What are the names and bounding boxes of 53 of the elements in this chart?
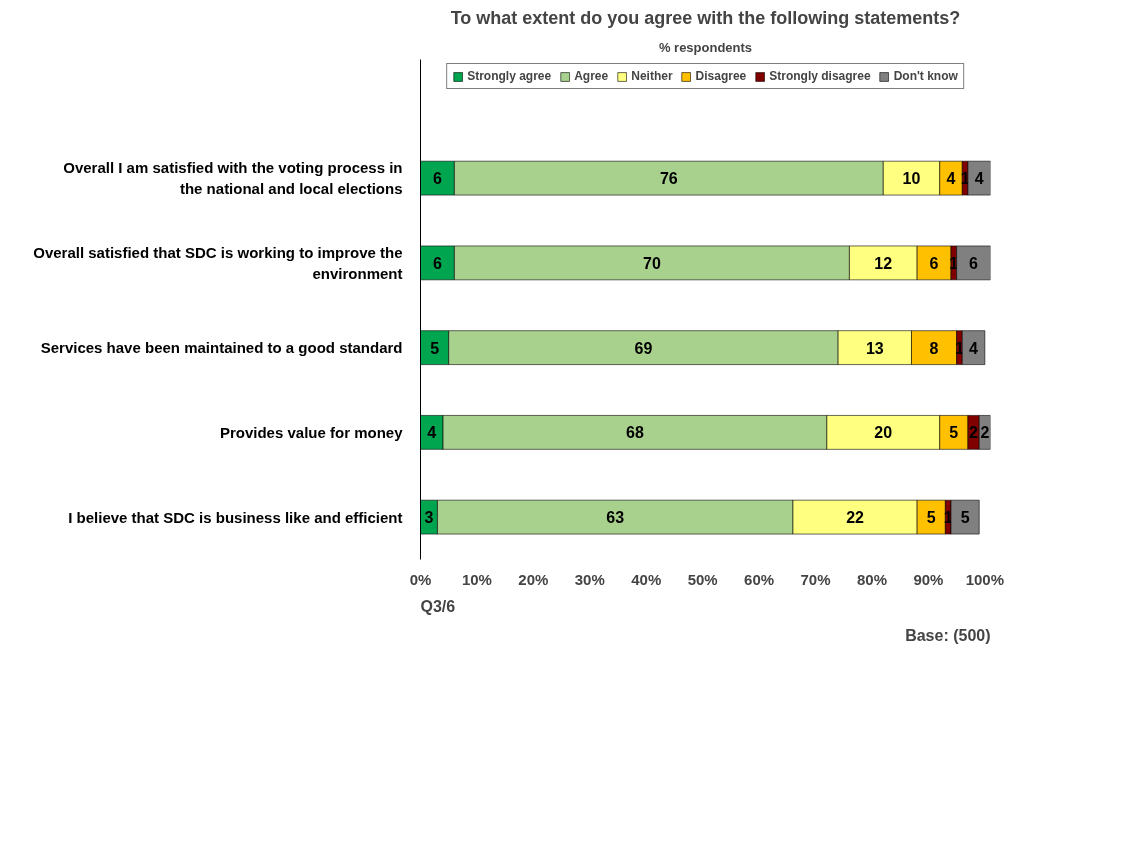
y-tick-label: Services have been maintained to a good standard — [40, 339, 403, 357]
data-label: 1 — [955, 339, 965, 357]
data-label: 6 — [432, 254, 442, 272]
data-label: 5 — [926, 509, 936, 527]
x-tick-label: 80% — [856, 570, 888, 588]
legend-label: Strongly disagree — [769, 69, 871, 83]
data-label: 68 — [626, 424, 644, 442]
data-label: 10 — [902, 170, 921, 188]
y-tick-label: I believe that SDC is business like and efficient — [68, 508, 403, 526]
data-label: 5 — [960, 509, 970, 527]
legend-label: Strongly agree — [467, 69, 552, 83]
data-label: 22 — [846, 509, 865, 527]
data-label: 12 — [874, 254, 893, 272]
chart-subtitle: % respondents — [658, 39, 753, 55]
legend-label: Disagree — [695, 69, 747, 83]
data-label: 5 — [949, 424, 959, 442]
data-label: 70 — [642, 254, 661, 272]
text: Base: (500) — [905, 626, 991, 644]
x-tick-label: 0% — [409, 570, 432, 588]
x-tick-label: 40% — [631, 570, 662, 588]
x-tick-label: 50% — [687, 570, 718, 588]
legend-label: Agree — [574, 69, 609, 83]
x-tick-label: 10% — [461, 570, 492, 588]
y-tick-label: Provides value for money — [219, 423, 404, 441]
x-tick-label: 60% — [744, 570, 775, 588]
x-tick-label: 20% — [518, 570, 549, 588]
data-label: 8 — [929, 339, 939, 357]
data-label: 6 — [432, 170, 442, 188]
data-label: 2 — [969, 424, 979, 442]
y-tick-label: Overall I am satisfied with the voting process in the national and local elections — [63, 159, 403, 197]
y-tick-label: Overall satisfied that SDC is working to improve the environment — [33, 244, 403, 282]
data-label: 69 — [634, 339, 653, 357]
text: Q3/6 — [420, 597, 456, 615]
x-tick-label: 70% — [800, 570, 831, 588]
data-label: 76 — [659, 170, 678, 188]
data-label: 6 — [969, 254, 979, 272]
data-label: 4 — [969, 339, 979, 357]
data-label: 4 — [427, 424, 437, 442]
chart-title: To what extent do you agree with the following statements? — [450, 7, 961, 28]
data-label: 5 — [430, 339, 440, 357]
data-label: 63 — [606, 509, 625, 527]
data-label: 2 — [980, 424, 990, 442]
x-tick-label: 90% — [913, 570, 944, 588]
data-label: 13 — [865, 339, 884, 357]
legend-label: Don't know — [893, 69, 958, 83]
data-label: 20 — [874, 424, 893, 442]
data-label: 4 — [974, 170, 984, 188]
data-label: 3 — [424, 509, 434, 527]
legend-label: Neither — [631, 69, 673, 83]
x-tick-label: 100% — [965, 570, 1005, 588]
x-tick-label: 30% — [574, 570, 605, 588]
data-label: 4 — [946, 170, 956, 188]
data-label: 6 — [929, 254, 939, 272]
